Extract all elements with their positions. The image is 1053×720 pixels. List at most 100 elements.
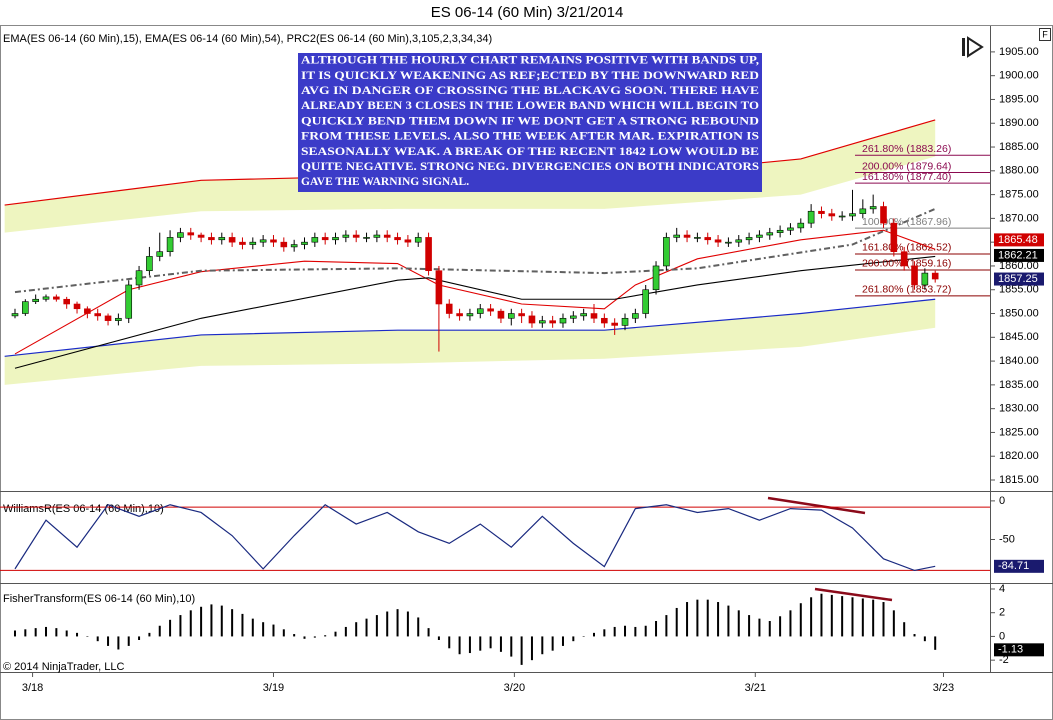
y-tick-label: 1860.00 bbox=[999, 260, 1039, 272]
histogram-bar bbox=[510, 636, 513, 657]
histogram-bar bbox=[768, 621, 771, 637]
histogram-bar bbox=[34, 628, 37, 637]
histogram-bar bbox=[86, 636, 89, 637]
histogram-bar bbox=[923, 636, 926, 642]
histogram-bar bbox=[324, 635, 327, 637]
candle-body bbox=[559, 317, 567, 324]
candle-body bbox=[11, 313, 19, 317]
histogram-bar bbox=[799, 603, 802, 637]
candle-body bbox=[414, 237, 422, 243]
candle-body bbox=[280, 241, 288, 248]
fib-label: 161.80% (1877.40) bbox=[862, 171, 951, 183]
histogram-bar bbox=[220, 605, 223, 637]
annotation-line: FROM THESE LEVELS. ALSO THE WEEK AFTER M… bbox=[301, 131, 759, 143]
candle-body bbox=[342, 234, 350, 238]
histogram-bar bbox=[107, 636, 110, 646]
candle-body bbox=[683, 234, 691, 238]
histogram-bar bbox=[313, 636, 316, 638]
histogram-bar bbox=[892, 610, 895, 637]
indicator-label: FisherTransform(ES 06-14 (60 Min),10) bbox=[3, 593, 195, 605]
histogram-bar bbox=[76, 632, 79, 637]
price-marker-label: 1857.25 bbox=[998, 273, 1038, 285]
annotation-line: ALREADY BEEN 3 CLOSES IN THE LOWER BAND … bbox=[301, 100, 759, 112]
annotation-line: QUITE NEGATIVE. STRONG NEG. DIVERGENCIES… bbox=[301, 161, 759, 173]
indicator-label: WilliamsR(ES 06-14 (60 Min),10) bbox=[3, 503, 164, 515]
histogram-bar bbox=[148, 632, 151, 637]
candle-body bbox=[776, 229, 784, 233]
annotation-line: QUICKLY BEND THEM DOWN IF WE DONT GET A … bbox=[301, 115, 759, 127]
candle-body bbox=[445, 303, 453, 314]
candle-body bbox=[125, 284, 133, 319]
histogram-bar bbox=[13, 630, 16, 637]
candle-body bbox=[94, 313, 102, 317]
y-tick-label: 1820.00 bbox=[999, 450, 1039, 462]
f-button[interactable] bbox=[1039, 28, 1051, 41]
candle-body bbox=[394, 237, 401, 241]
candle-body bbox=[849, 213, 856, 217]
histogram-bar bbox=[127, 636, 130, 646]
candle-body bbox=[663, 237, 670, 267]
candle-body bbox=[642, 289, 649, 314]
y-tick-label: 1890.00 bbox=[999, 117, 1039, 129]
candle-body bbox=[859, 208, 867, 214]
candle-body bbox=[290, 244, 298, 248]
histogram-bar bbox=[189, 610, 192, 637]
price-marker-label: 1862.21 bbox=[998, 249, 1038, 261]
histogram-bar bbox=[241, 613, 244, 637]
candle-body bbox=[197, 234, 205, 238]
fib-label: 200.00% (1879.64) bbox=[862, 160, 951, 172]
band-fill bbox=[4, 119, 936, 233]
histogram-bar bbox=[96, 636, 99, 642]
histogram-bar bbox=[427, 628, 430, 637]
histogram-bar bbox=[717, 602, 720, 637]
play-arrow[interactable] bbox=[967, 36, 984, 58]
candle-body bbox=[404, 239, 412, 243]
play-icon[interactable] bbox=[962, 36, 984, 58]
histogram-bar bbox=[934, 636, 937, 650]
moving-average bbox=[14, 207, 936, 294]
candle-body bbox=[135, 270, 143, 286]
y-tick-label: 1875.00 bbox=[999, 189, 1039, 201]
candle-body bbox=[311, 237, 319, 243]
play-bar[interactable] bbox=[962, 38, 965, 56]
x-tick-label: 3/23 bbox=[933, 682, 954, 694]
histogram-bar bbox=[758, 618, 761, 637]
indicator-line bbox=[14, 503, 936, 572]
histogram-bar bbox=[706, 599, 709, 637]
histogram-bar bbox=[24, 629, 27, 637]
y-tick-label: 1850.00 bbox=[999, 307, 1039, 319]
f-button-label[interactable]: F bbox=[1042, 29, 1048, 39]
candle-body bbox=[807, 210, 815, 224]
histogram-bar bbox=[655, 621, 658, 637]
candle-body bbox=[745, 237, 753, 241]
histogram-bar bbox=[686, 602, 689, 637]
histogram-bar bbox=[872, 599, 875, 637]
histogram-bar bbox=[303, 636, 306, 639]
price-marker-label: -84.71 bbox=[998, 560, 1029, 572]
histogram-bar bbox=[841, 596, 844, 637]
candle-body bbox=[652, 265, 660, 291]
histogram-bar bbox=[65, 630, 68, 637]
candle-body bbox=[911, 265, 918, 286]
histogram-bar bbox=[810, 597, 813, 637]
histogram-bar bbox=[779, 616, 782, 637]
annotation-line: IT IS QUICKLY WEAKENING AS REF;ECTED BY … bbox=[301, 70, 759, 82]
divergence-line bbox=[814, 587, 893, 602]
candle-body bbox=[921, 272, 929, 286]
candle-body bbox=[156, 251, 164, 257]
histogram-bar bbox=[582, 636, 585, 637]
y-tick-label: 1835.00 bbox=[999, 379, 1039, 391]
fib-label: 261.80% (1883.26) bbox=[862, 143, 951, 155]
candle-body bbox=[818, 210, 825, 214]
y-tick-label: 1895.00 bbox=[999, 93, 1039, 105]
candle-body bbox=[797, 222, 805, 229]
candle-body bbox=[115, 317, 122, 321]
histogram-bar bbox=[634, 626, 637, 637]
price-marker bbox=[994, 272, 1044, 286]
candle-body bbox=[373, 234, 381, 238]
candle-body bbox=[228, 237, 236, 243]
annotation-box bbox=[298, 53, 762, 192]
y-tick-label: 1830.00 bbox=[999, 403, 1039, 415]
histogram-bar bbox=[861, 598, 864, 637]
